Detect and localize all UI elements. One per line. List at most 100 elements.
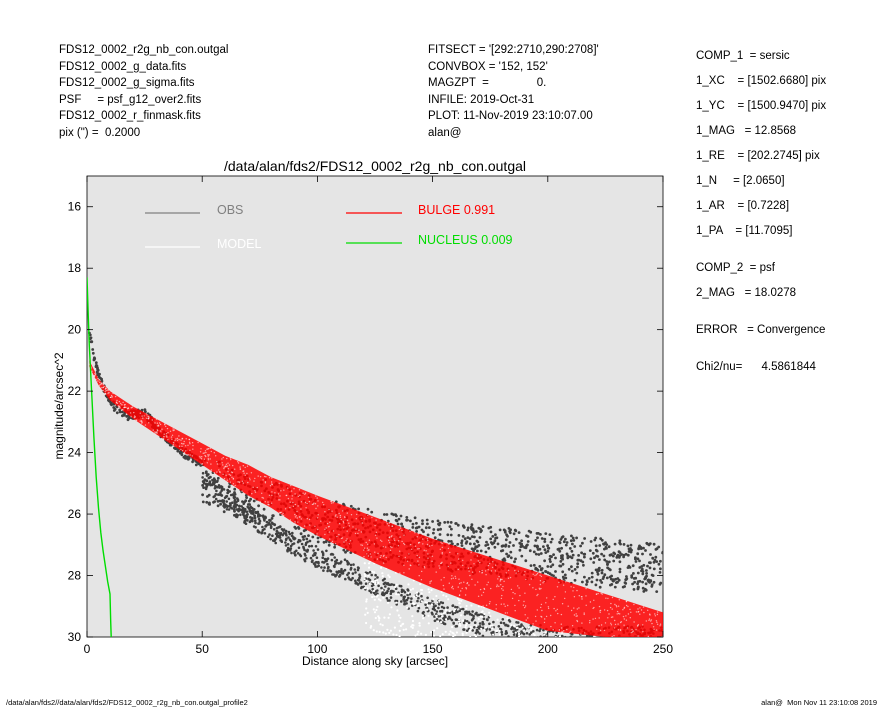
model-point — [460, 655, 462, 657]
bulge-point — [539, 580, 542, 582]
obs-point — [504, 630, 508, 633]
model-point — [559, 667, 561, 669]
bulge-point — [140, 420, 143, 422]
bulge-point — [308, 500, 311, 503]
model-point — [372, 589, 376, 593]
obs-point — [327, 565, 330, 569]
bulge-point — [324, 533, 326, 536]
model-point — [442, 612, 445, 615]
obs-point — [270, 517, 274, 520]
bulge-point — [167, 432, 169, 434]
bulge-point — [299, 494, 301, 497]
obs-point — [603, 558, 607, 562]
model-point — [473, 667, 475, 669]
obs-point — [597, 642, 600, 645]
bulge-point — [227, 468, 230, 470]
bulge-point — [659, 623, 662, 625]
bulge-point — [524, 606, 526, 609]
model-point — [388, 575, 391, 579]
model-point — [569, 693, 571, 695]
obs-point — [340, 572, 344, 575]
model-point — [585, 691, 587, 693]
obs-point — [572, 636, 575, 637]
bulge-point — [232, 464, 234, 467]
model-point — [465, 607, 468, 610]
bulge-point — [342, 522, 345, 524]
header-middle-line: MAGZPT = 0. — [428, 77, 547, 89]
obs-point — [590, 571, 594, 575]
bulge-point — [501, 578, 503, 581]
model-point — [428, 591, 431, 594]
bulge-point — [297, 505, 299, 507]
bulge-point — [627, 613, 630, 615]
model-point — [375, 579, 378, 582]
obs-point — [559, 564, 563, 568]
bulge-point — [172, 428, 174, 430]
bulge-point — [265, 476, 267, 478]
model-point — [467, 648, 469, 650]
bulge-point — [440, 579, 442, 581]
model-point — [488, 611, 491, 614]
obs-point — [115, 411, 119, 415]
obs-point — [416, 609, 420, 613]
obs-point — [294, 527, 298, 530]
bulge-point — [655, 629, 658, 631]
bulge-point — [463, 581, 465, 583]
model-point — [651, 662, 653, 664]
model-point — [378, 630, 381, 634]
model-point — [617, 647, 619, 649]
model-point — [418, 622, 421, 625]
obs-point — [519, 545, 523, 549]
bulge-point — [192, 444, 194, 447]
bulge-point — [348, 525, 351, 527]
model-point — [388, 613, 391, 616]
header-left: FDS12_0002_r2g_nb_con.outgal FDS12_0002_… — [59, 42, 228, 141]
bulge-point — [427, 557, 429, 559]
obs-point — [629, 638, 632, 641]
obs-point — [519, 641, 522, 644]
bulge-point — [116, 399, 118, 402]
bulge-point — [431, 544, 433, 547]
bulge-point — [599, 629, 602, 632]
y-tick-label: 26 — [68, 507, 82, 521]
bulge-point — [442, 584, 445, 587]
obs-point — [539, 635, 542, 637]
obs-point — [606, 638, 609, 641]
bulge-point — [244, 474, 246, 476]
model-point — [659, 681, 661, 683]
bulge-point — [443, 576, 445, 579]
obs-point — [310, 560, 314, 564]
bulge-point — [607, 617, 609, 619]
bulge-point — [403, 542, 405, 545]
model-point — [469, 629, 472, 632]
bulge-point — [324, 528, 326, 530]
model-point — [461, 658, 463, 660]
model-point — [464, 624, 468, 627]
model-point — [541, 659, 543, 661]
model-point — [601, 642, 603, 644]
model-point — [522, 629, 526, 632]
bulge-point — [604, 622, 607, 624]
obs-point — [335, 561, 338, 565]
bulge-point — [332, 530, 335, 532]
model-point — [398, 620, 401, 623]
model-point — [365, 607, 368, 610]
obs-point — [113, 407, 117, 411]
x-tick-label: 50 — [196, 642, 210, 656]
bulge-point — [311, 503, 314, 506]
model-point — [650, 677, 652, 679]
bulge-point — [483, 587, 485, 590]
obs-point — [658, 637, 661, 640]
bulge-point — [398, 555, 400, 557]
model-point — [628, 692, 630, 694]
obs-point — [271, 534, 274, 537]
bulge-point — [401, 529, 403, 532]
bulge-point — [487, 569, 489, 571]
model-point — [506, 676, 508, 678]
bulge-point — [181, 450, 184, 452]
obs-point — [368, 571, 372, 574]
obs-point — [473, 535, 476, 539]
model-point — [435, 594, 438, 598]
obs-point — [246, 505, 249, 509]
bulge-point — [107, 392, 109, 394]
